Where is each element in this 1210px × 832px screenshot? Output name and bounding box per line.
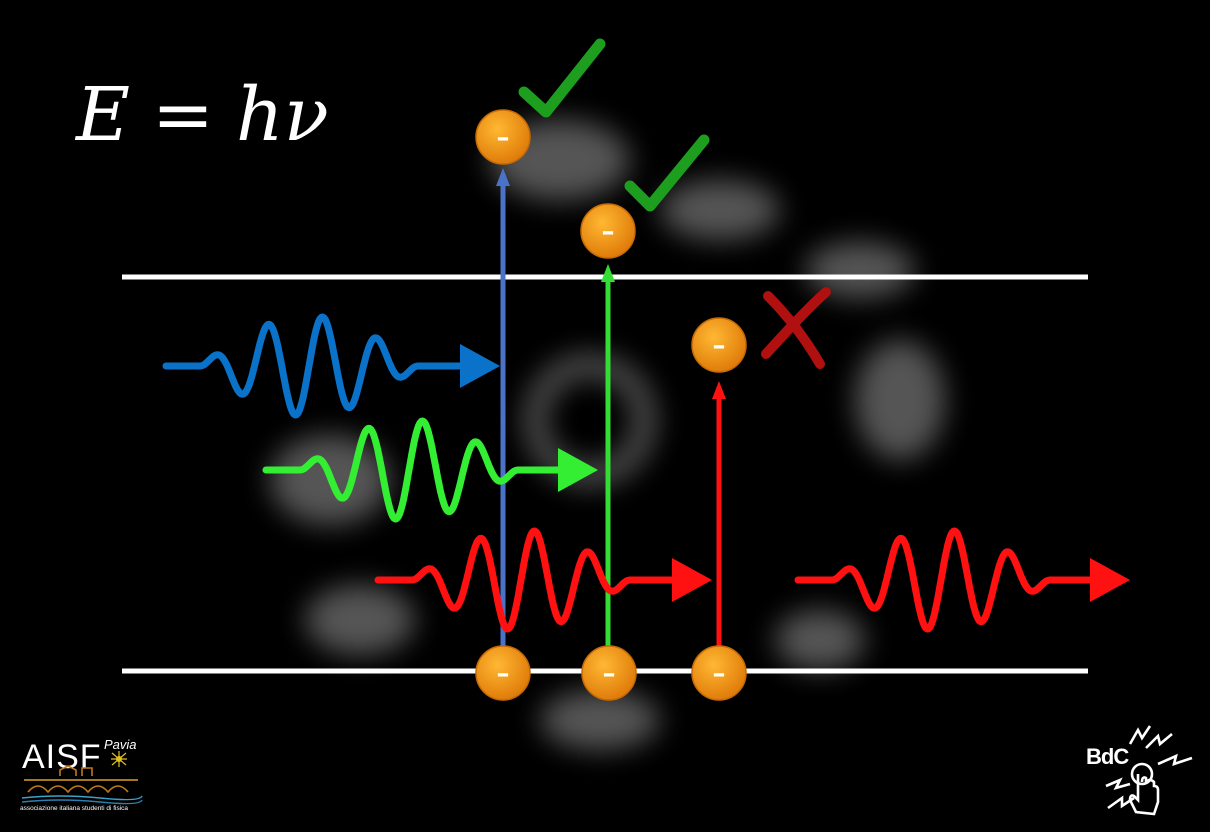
electron-charge-sign: –	[713, 331, 726, 361]
aisf-logo: AISF Pavia associazione italiana student…	[20, 736, 145, 820]
check-icon	[624, 134, 710, 212]
transition-blue	[496, 168, 510, 650]
electron-charge-sign: –	[603, 659, 616, 689]
electron-charge-sign: –	[602, 217, 615, 247]
electron-charge-sign: –	[713, 659, 726, 689]
photon-red-transmitted	[794, 527, 1130, 633]
photon-blue	[162, 313, 500, 419]
electron-ground-1: –	[475, 645, 531, 701]
formula-lhs: E	[76, 72, 131, 158]
electron-ground-2: –	[581, 645, 637, 701]
formula-rhs: hν	[236, 72, 329, 158]
photon-green	[262, 417, 598, 523]
planck-formula: E = hν	[76, 78, 329, 152]
photon-red-incoming	[374, 527, 712, 633]
formula-equals: =	[152, 72, 215, 158]
electron-excited-blue: –	[475, 109, 531, 165]
touch-lightning-icon	[1105, 725, 1193, 816]
electron-excited-red: –	[691, 317, 747, 373]
electron-charge-sign: –	[497, 659, 510, 689]
electron-excited-green: –	[580, 203, 636, 259]
bridge-icon	[21, 751, 143, 805]
electron-ground-3: –	[691, 645, 747, 701]
bdc-logo-text: BdC	[1086, 744, 1129, 769]
check-icon	[518, 38, 606, 118]
transition-red	[712, 381, 726, 650]
aisf-logo-tagline: associazione italiana studenti di fisica	[20, 805, 129, 812]
bdc-logo: BdC	[1080, 722, 1198, 822]
aisf-logo-city: Pavia	[104, 737, 137, 752]
electron-charge-sign: –	[497, 123, 510, 153]
cross-icon	[761, 287, 831, 369]
background-blur	[270, 120, 945, 750]
